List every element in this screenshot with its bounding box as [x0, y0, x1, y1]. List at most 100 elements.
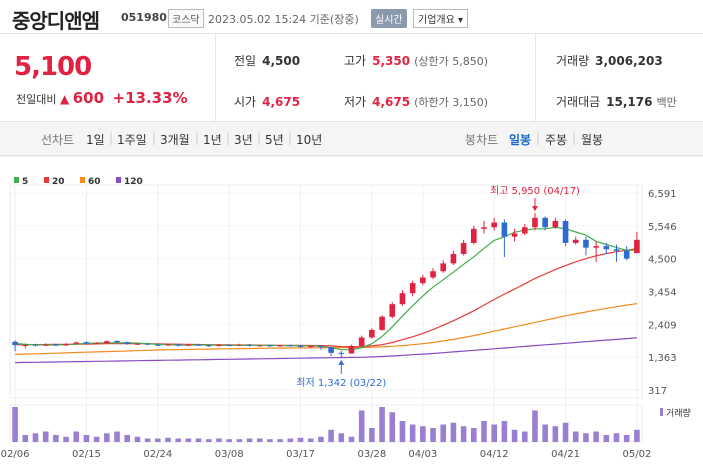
candle-body	[53, 344, 59, 346]
candle-body	[481, 227, 487, 229]
tab-1d[interactable]: 1일	[86, 133, 105, 147]
volume-bar	[583, 433, 589, 442]
y-tick-label: 3,454	[648, 288, 677, 299]
volume-bar	[53, 435, 59, 442]
tab-5y[interactable]: 5년	[265, 133, 284, 147]
candle-body	[93, 343, 100, 345]
change-percent: +13.33%	[112, 89, 188, 107]
candle-body	[583, 239, 589, 248]
candle-body	[420, 277, 426, 284]
legend-label-ma20: 20	[52, 177, 65, 187]
upper-limit: (상한가 5,850)	[414, 55, 488, 68]
market-badge: 코스닥	[168, 9, 204, 28]
tab-3m[interactable]: 3개월	[160, 133, 190, 147]
stock-chart[interactable]: 6,591 5,546 4,500 3,454 2,409 1,363 317 02/06 02…	[0, 156, 703, 466]
low-value: 4,675	[372, 95, 411, 109]
candle-body	[205, 345, 212, 347]
volume-bar	[114, 431, 120, 442]
candle-body	[572, 239, 579, 243]
candle-body	[287, 345, 294, 347]
volume-legend-label: 거래량	[666, 407, 691, 419]
candle-body	[216, 345, 222, 347]
candle-body	[267, 345, 273, 347]
tab-1y[interactable]: 1년	[203, 133, 222, 147]
up-arrow-icon: ▲	[59, 92, 70, 106]
change-label: 전일대비	[16, 93, 57, 106]
volume-bar	[562, 422, 569, 442]
y-tick-label: 6,591	[648, 189, 677, 200]
volume-bar	[348, 436, 355, 442]
open-label: 시가	[234, 95, 257, 109]
volume-bar	[430, 428, 436, 442]
volume-bar	[593, 431, 599, 442]
volume-bar	[287, 438, 294, 442]
legend-swatch-ma20	[44, 177, 49, 183]
volume-bar	[481, 421, 487, 442]
candle-body	[338, 352, 345, 354]
company-overview-dropdown[interactable]: 기업개요 ▾	[413, 9, 468, 28]
candle-body	[471, 228, 477, 243]
legend-label-ma5: 5	[22, 177, 28, 187]
candle-body	[440, 263, 447, 272]
volume-bar	[358, 410, 365, 442]
candle-body	[226, 345, 232, 347]
low-arrow-icon	[338, 359, 345, 365]
volume-bar	[226, 439, 232, 442]
x-tick-label: 05/02	[622, 449, 651, 460]
candle-chart-label: 봉차트	[465, 133, 499, 147]
realtime-button[interactable]: 실시간	[371, 9, 407, 28]
candle-body	[73, 342, 80, 344]
tab-3y[interactable]: 3년	[234, 133, 253, 147]
candle-body	[22, 345, 29, 347]
volume-bar	[338, 433, 345, 442]
legend-swatch-ma60	[80, 177, 85, 183]
high-annotation: 최고 5,950 (04/17)	[490, 185, 580, 197]
candle-body	[134, 343, 141, 345]
y-tick-label: 317	[648, 386, 667, 397]
ma5-line	[15, 226, 637, 351]
candle-body	[623, 250, 630, 259]
x-tick-label: 02/24	[143, 449, 172, 460]
candle-body	[256, 345, 263, 347]
candle-body	[501, 222, 508, 237]
volume-bar	[501, 421, 508, 442]
tab-weekly[interactable]: 주봉	[545, 133, 568, 147]
legend-swatch-ma5	[14, 177, 19, 183]
tab-daily[interactable]: 일봉	[509, 133, 532, 147]
stock-code: 051980	[121, 11, 167, 24]
volume-legend-swatch	[660, 408, 663, 416]
high-value: 5,350	[372, 54, 411, 68]
chart-tabs: 선차트 1일 | 1주일 | 3개월 | 1년 | 3년 | 5년 | 10년 …	[0, 122, 703, 156]
stock-name: 중앙디앤엠	[12, 9, 100, 33]
candle-body	[165, 344, 171, 346]
candle-body	[511, 233, 518, 237]
tab-1w[interactable]: 1주일	[117, 133, 147, 147]
ma60-line	[15, 303, 637, 355]
volume-bar	[460, 426, 467, 442]
divider: |	[572, 131, 577, 145]
volume-bar	[32, 433, 39, 442]
current-price: 5,100	[14, 52, 92, 82]
divider: |	[257, 131, 262, 145]
candle-body	[491, 222, 497, 228]
candle-body	[562, 220, 569, 243]
volume-bar	[521, 431, 528, 442]
candle-body	[155, 344, 161, 346]
volume-bar	[420, 426, 426, 442]
candle-body	[430, 271, 436, 278]
candle-body	[369, 329, 375, 338]
tab-10y[interactable]: 10년	[296, 133, 323, 147]
candle-body	[460, 242, 467, 254]
x-tick-label: 03/08	[215, 449, 244, 460]
volume-bar	[144, 438, 151, 442]
volume-bar	[328, 429, 334, 442]
candle-body	[348, 345, 355, 354]
volume-bar	[104, 433, 110, 442]
candle-body	[634, 239, 640, 254]
candle-body	[521, 227, 528, 234]
x-tick-label: 04/12	[480, 449, 509, 460]
candle-body	[32, 344, 39, 346]
volume-bar	[63, 436, 69, 442]
tab-monthly[interactable]: 월봉	[581, 133, 604, 147]
volume-bar	[511, 429, 518, 442]
